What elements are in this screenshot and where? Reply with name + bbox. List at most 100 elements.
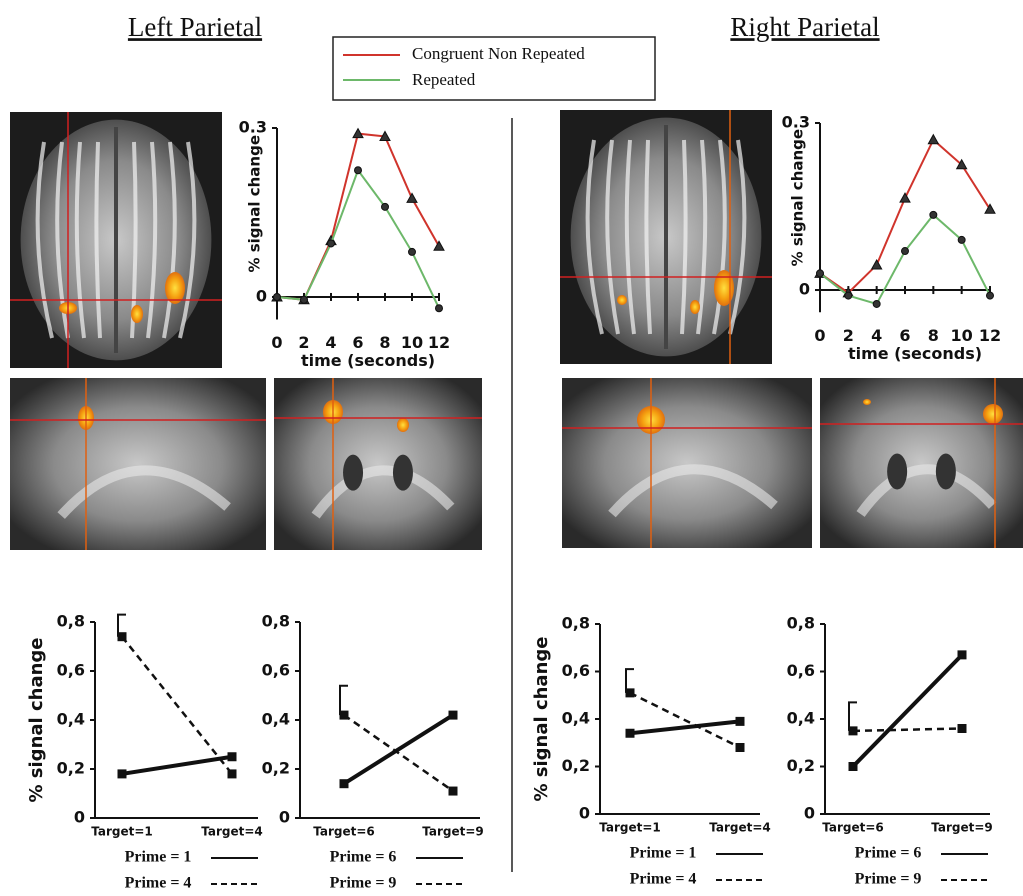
y-tick-label: 0,6: [787, 661, 815, 680]
y-tick-label: 0,4: [787, 709, 815, 728]
x-tick-label: 12: [979, 326, 1001, 345]
legend-label: Prime = 1: [125, 849, 192, 866]
point-marker: [849, 762, 858, 771]
x-tick-label: Target=1: [91, 825, 153, 839]
y-tick-label: 0,6: [562, 661, 590, 680]
series-line: [122, 757, 232, 774]
x-tick-label: 6: [352, 333, 363, 352]
series-line: [853, 729, 962, 731]
brain-tissue: [562, 378, 812, 548]
y-axis-label: % signal change: [531, 636, 552, 801]
point-marker: [301, 296, 308, 303]
legend-label: Prime = 6: [855, 845, 922, 862]
activation: [397, 418, 409, 432]
brain-image: [10, 112, 222, 368]
point-marker: [736, 743, 745, 752]
point-marker: [872, 260, 882, 269]
legend-label: Prime = 9: [855, 871, 922, 888]
x-tick-label: Target=4: [709, 821, 771, 835]
activation: [690, 300, 700, 314]
ventricle: [393, 455, 413, 491]
point-marker: [449, 711, 458, 720]
x-tick-label: Target=4: [201, 825, 263, 839]
point-marker: [928, 135, 938, 144]
brain-image: [560, 110, 772, 364]
y-tick-label: 0,2: [262, 759, 290, 778]
y-tick-label: 0,6: [262, 661, 290, 680]
ventricle: [887, 454, 907, 490]
y-tick-label: 0: [74, 808, 85, 827]
x-tick-label: 10: [401, 333, 423, 352]
point-marker: [340, 779, 349, 788]
x-tick-label: 8: [379, 333, 390, 352]
point-marker: [958, 724, 967, 733]
x-tick-label: 10: [951, 326, 973, 345]
point-marker: [958, 236, 965, 243]
series-line: [853, 655, 962, 767]
point-marker: [118, 769, 127, 778]
y-tick-label: 0,2: [57, 759, 85, 778]
y-tick-label: 0,8: [787, 614, 815, 633]
point-marker: [873, 300, 880, 307]
point-marker: [228, 769, 237, 778]
brain-image: [274, 378, 482, 550]
point-marker: [736, 717, 745, 726]
series-line: [277, 134, 439, 300]
y-tick-label: 0,8: [57, 612, 85, 631]
y-axis-label: % signal change: [26, 637, 47, 802]
point-marker: [626, 729, 635, 738]
x-tick-label: 12: [428, 333, 450, 352]
point-marker: [449, 787, 458, 796]
point-marker: [930, 211, 937, 218]
y-tick-label: 0: [799, 280, 810, 299]
point-marker: [228, 752, 237, 761]
ventricle: [936, 454, 956, 490]
body: Left Parietal Right Parietal Congruent N…: [0, 0, 1023, 896]
brain-tissue: [274, 378, 482, 550]
legend-label: Prime = 1: [630, 845, 697, 862]
brain-tissue: [820, 378, 1023, 548]
brain-image: [820, 378, 1023, 548]
point-marker: [274, 293, 281, 300]
point-marker: [328, 240, 335, 247]
point-marker: [958, 650, 967, 659]
point-marker: [900, 193, 910, 202]
point-marker: [382, 203, 389, 210]
x-tick-label: Target=6: [822, 821, 884, 835]
y-tick-label: 0,4: [57, 710, 85, 729]
brain-image: [562, 378, 812, 548]
activation: [714, 270, 734, 306]
activation: [983, 404, 1003, 424]
series-line: [630, 693, 740, 748]
point-marker: [817, 270, 824, 277]
legend-label: Prime = 4: [125, 875, 192, 892]
x-tick-label: 0: [271, 333, 282, 352]
series-line: [277, 170, 439, 308]
y-tick-label: 0: [279, 808, 290, 827]
page: {"titles": {"left": "Left Parietal", "ri…: [0, 0, 1023, 896]
activation: [617, 295, 627, 305]
activation: [165, 272, 185, 304]
ventricle: [343, 455, 363, 491]
y-tick-label: 0,6: [57, 661, 85, 680]
legend-label: Prime = 6: [330, 849, 397, 866]
point-marker: [436, 305, 443, 312]
x-tick-label: 0: [814, 326, 825, 345]
point-marker: [902, 248, 909, 255]
y-tick-label: 0,8: [262, 612, 290, 631]
y-axis-label: % signal change: [246, 135, 264, 273]
point-marker: [409, 248, 416, 255]
series-line: [122, 637, 232, 774]
y-tick-label: 0.3: [782, 113, 810, 132]
brain-tissue: [10, 378, 266, 550]
series-line: [820, 140, 990, 293]
y-tick-label: 0,2: [562, 756, 590, 775]
legend-label: Prime = 4: [630, 871, 697, 888]
activation: [131, 305, 143, 323]
x-tick-label: Target=9: [931, 821, 993, 835]
x-tick-label: 4: [871, 326, 882, 345]
legend-label: Prime = 9: [330, 875, 397, 892]
y-tick-label: 0.3: [239, 118, 267, 137]
x-axis-label: time (seconds): [301, 351, 435, 370]
y-tick-label: 0,4: [262, 710, 290, 729]
